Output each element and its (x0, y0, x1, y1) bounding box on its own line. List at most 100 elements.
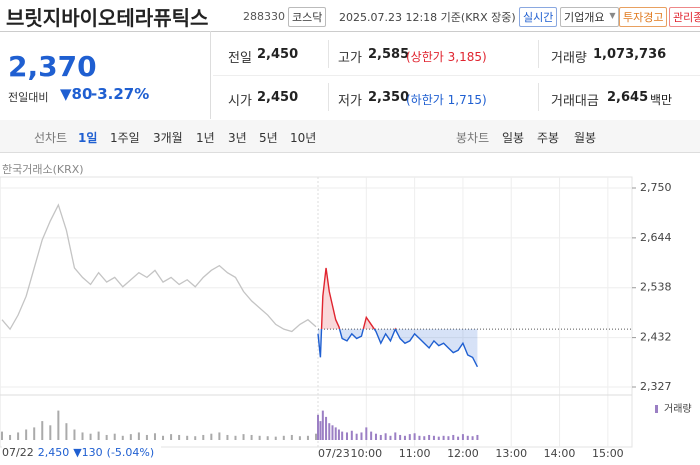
stat-note: (상한가 3,185) (406, 50, 487, 64)
hover-date: 07/22 (2, 446, 34, 459)
stock-code: 288330 (243, 10, 285, 23)
tab[interactable]: 1년 (196, 131, 215, 145)
x-tick-label: 13:00 (495, 447, 527, 460)
volume-bar (298, 436, 301, 440)
x-tick-label: 15:00 (592, 447, 624, 460)
volume-bar (370, 431, 373, 440)
volume-bar (186, 435, 189, 440)
volume-bar (194, 436, 197, 440)
volume-bar (250, 434, 253, 440)
tab[interactable]: 1주일 (110, 131, 140, 145)
stat-value: 1,073,736 (593, 47, 667, 62)
volume-bar (129, 434, 132, 440)
y-tick-label: 2,644 (640, 231, 672, 244)
y-tick-label: 2,327 (640, 380, 672, 393)
volume-bar (337, 429, 340, 440)
volume-bar (202, 434, 205, 440)
volume-bar (317, 414, 319, 440)
volume-bar (9, 434, 12, 440)
volume-bar (226, 434, 229, 440)
stat-value: 2,450 (257, 90, 299, 105)
market-badge: 코스닥 (288, 7, 327, 27)
change-pct: -3.27% (91, 85, 150, 103)
change: ▼80 (60, 85, 93, 103)
volume-bar (290, 434, 293, 440)
hover-info: 07/22 2,450 ▼130 (-5.04%) (2, 446, 162, 459)
tab[interactable]: 1일 (78, 131, 98, 145)
chart: 한국거래소(KRX) 거래량 2,750 2,644 2,538 2,432 2,327… (0, 163, 692, 460)
volume-bar (113, 433, 116, 440)
volume-bar (432, 435, 435, 440)
tab[interactable]: 월봉 (574, 131, 597, 145)
tab[interactable]: 5년 (259, 131, 278, 145)
tab[interactable]: 3년 (228, 131, 247, 145)
tab-bar (0, 120, 700, 153)
volume-bar (328, 423, 331, 440)
timestamp: 2025.07.23 12:18 기준(KRX 장중) (339, 11, 516, 24)
volume-bar (170, 434, 173, 440)
volume-bar (334, 427, 337, 440)
badge: 관리종목 (669, 7, 700, 27)
volume-bar (81, 432, 84, 440)
stat-value: 2,645 (607, 90, 649, 105)
volume-bar (97, 431, 100, 440)
volume-bar (428, 434, 431, 440)
volume-bar (218, 432, 221, 440)
button[interactable]: 기업개요 ▼ (560, 7, 620, 27)
volume-bar (350, 430, 353, 440)
change-label: 전일대비 (8, 91, 49, 104)
volume-bar (345, 432, 348, 440)
price-line (317, 267, 479, 368)
volume-bar (452, 434, 455, 440)
button[interactable]: 실시간 (519, 7, 558, 27)
volume-bar (266, 436, 269, 440)
volume-bar (65, 423, 68, 440)
date-label: 07/23 (318, 447, 350, 460)
volume-bar (442, 435, 445, 440)
tab[interactable]: 10년 (290, 131, 317, 145)
button-label: 기업개요 (564, 11, 605, 24)
stat-label: 거래대금 (551, 94, 599, 109)
price-area (318, 267, 478, 367)
stat-label: 저가 (338, 94, 362, 109)
stat-label: 거래량 (551, 51, 587, 66)
volume-bar (457, 436, 460, 440)
volume-bar (355, 433, 358, 440)
price-line (1, 203, 317, 333)
stat-value: 2,585 (368, 47, 410, 62)
volume-bar (476, 434, 479, 440)
volume-bar (403, 435, 406, 440)
volume-bar (365, 427, 368, 440)
volume-bar (374, 433, 377, 440)
volume-bar (325, 416, 328, 440)
hover-change-pct: (-5.04%) (106, 446, 155, 459)
volume-bar (399, 434, 402, 440)
y-tick-label: 2,750 (640, 181, 672, 194)
volume-bar (394, 432, 397, 440)
volume-bar (242, 434, 245, 440)
volume-bar (461, 434, 464, 440)
volume-bar (89, 433, 92, 440)
volume-bar (121, 435, 124, 440)
volume-bar (49, 425, 52, 440)
tab[interactable]: 주봉 (537, 131, 560, 145)
stat-label: 고가 (338, 51, 362, 66)
stock-name: 브릿지바이오테라퓨틱스 (6, 6, 209, 30)
stat-value: 2,450 (257, 47, 299, 62)
volume-bar (162, 435, 165, 440)
tab-label: 봉차트 (456, 131, 490, 145)
volume-legend: 거래량 (664, 403, 692, 415)
volume-bar (413, 433, 416, 440)
volume-bar (437, 436, 440, 440)
volume-bar (57, 410, 60, 440)
volume-bar (384, 433, 387, 440)
volume-bar (389, 435, 392, 440)
tab[interactable]: 3개월 (153, 131, 183, 145)
volume-bar (178, 434, 181, 440)
stat-label: 시가 (228, 94, 252, 109)
tab[interactable]: 일봉 (502, 131, 525, 145)
volume-bar (25, 429, 28, 440)
volume-bar (379, 434, 382, 440)
volume-bar (471, 436, 474, 440)
volume-bar (321, 410, 324, 440)
